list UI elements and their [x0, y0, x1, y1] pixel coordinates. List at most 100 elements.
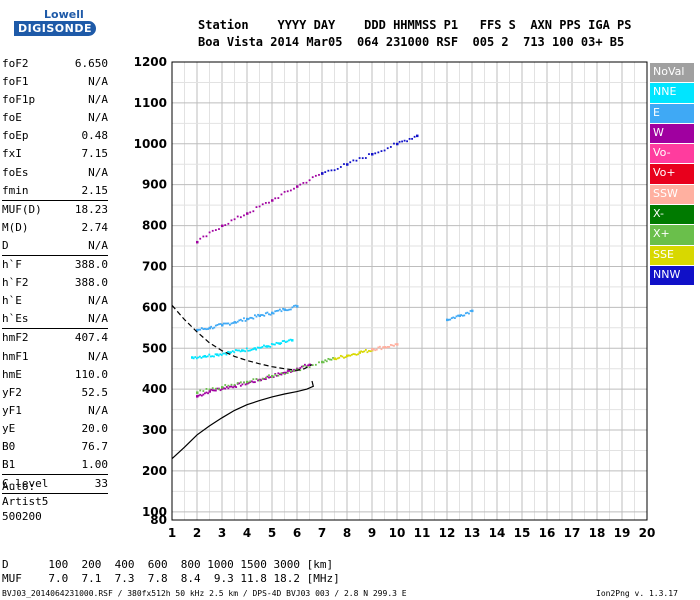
legend-item: W	[650, 123, 694, 145]
param-value: N/A	[88, 165, 108, 179]
data-point	[361, 351, 364, 353]
data-point	[293, 370, 295, 372]
y-tick-label: 1100	[134, 96, 167, 110]
data-point	[236, 320, 239, 323]
data-point	[308, 366, 311, 369]
param-row: yE 20.0	[2, 420, 108, 438]
data-point	[449, 318, 452, 321]
data-point	[250, 380, 253, 383]
legend-item: E	[650, 103, 694, 124]
param-row: M(D) 2.74	[2, 219, 108, 237]
data-point	[339, 166, 342, 168]
param-name: foF2	[2, 57, 29, 70]
data-point	[358, 157, 361, 159]
param-row: h`F 388.0	[2, 256, 108, 274]
data-point	[288, 369, 291, 372]
data-point	[343, 163, 345, 165]
param-value: 0.48	[81, 129, 109, 143]
param-name: foF1	[2, 75, 29, 89]
data-point	[352, 159, 355, 162]
x-tick-label: 1	[168, 526, 176, 540]
data-point	[199, 393, 202, 396]
data-point	[241, 319, 244, 322]
data-point	[266, 345, 269, 348]
data-point	[308, 363, 311, 367]
data-point	[264, 378, 267, 381]
digisonde-logo: Lowell DIGISONDE	[6, 6, 96, 46]
data-point	[291, 370, 294, 373]
data-point	[398, 140, 401, 143]
x-tick-label: 11	[414, 526, 431, 540]
data-point	[368, 350, 370, 352]
data-point	[244, 383, 247, 386]
data-point	[291, 339, 294, 342]
data-point	[222, 352, 225, 355]
param-name: hmE	[2, 367, 22, 381]
param-name: h`F	[2, 258, 22, 272]
data-point	[305, 365, 308, 368]
param-value: N/A	[88, 111, 108, 125]
param-name: h`E	[2, 294, 22, 308]
data-point	[327, 357, 330, 360]
data-point	[347, 354, 350, 357]
data-point	[205, 355, 208, 358]
data-point	[352, 353, 355, 355]
data-point	[252, 317, 255, 320]
data-point	[289, 308, 292, 311]
data-point	[346, 163, 349, 166]
data-point	[344, 356, 347, 359]
logo-lowell-text: Lowell	[44, 8, 84, 21]
chart-grid	[171, 61, 648, 520]
param-value: 6.650	[74, 57, 108, 70]
data-point	[349, 161, 352, 164]
data-point	[211, 229, 214, 232]
data-point	[279, 373, 281, 376]
data-point	[454, 317, 456, 320]
data-point	[225, 386, 228, 388]
data-point	[239, 216, 242, 219]
data-point	[321, 172, 324, 175]
x-tick-labels: 1 2 3 4 5 6 7 8 9 10 11 12 13 14 15 16 17 18 19 20	[168, 526, 656, 540]
data-point	[241, 349, 244, 352]
data-point	[346, 354, 349, 358]
data-point	[314, 363, 317, 366]
data-point	[354, 353, 356, 356]
data-point	[464, 312, 467, 315]
param-separator	[2, 255, 108, 257]
legend-item: NNE	[650, 83, 694, 104]
param-value: 20.0	[81, 421, 109, 435]
y-tick-label: 900	[142, 178, 167, 192]
data-point	[293, 369, 295, 371]
data-point	[277, 197, 280, 199]
data-point	[339, 354, 342, 357]
data-point	[460, 314, 463, 316]
param-row: hmF1 N/A	[2, 348, 108, 366]
y-tick-label: 100	[142, 505, 167, 519]
param-value: 33	[94, 477, 108, 491]
data-point	[300, 365, 303, 368]
data-point	[278, 342, 281, 345]
data-point	[236, 215, 239, 218]
data-point	[380, 348, 383, 351]
param-row: foF2 6.650	[2, 55, 108, 73]
data-point	[227, 350, 229, 353]
data-point	[239, 384, 242, 387]
data-point	[247, 382, 250, 384]
data-point	[230, 322, 233, 325]
data-point	[360, 350, 363, 353]
param-separator	[2, 493, 108, 495]
data-point	[271, 311, 274, 315]
param-value: 388.0	[74, 276, 108, 290]
data-point	[277, 342, 279, 345]
data-point	[389, 146, 392, 148]
data-point	[191, 356, 194, 359]
param-row: yF2 52.5	[2, 384, 108, 402]
x-tick-label: 16	[539, 526, 556, 540]
data-point	[461, 314, 464, 317]
data-point	[259, 346, 262, 349]
data-point	[308, 179, 311, 182]
data-point	[374, 152, 377, 155]
data-point	[277, 374, 280, 377]
data-point	[299, 183, 302, 186]
param-row: foE N/A	[2, 109, 108, 127]
